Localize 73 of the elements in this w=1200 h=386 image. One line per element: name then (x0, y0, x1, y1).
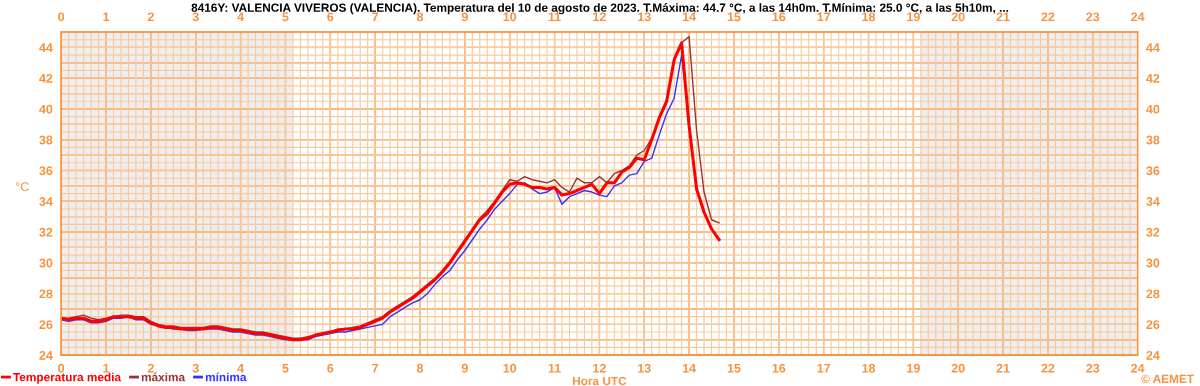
x2-tick-label: 15 (727, 12, 741, 22)
x2-tick-label: 24 (1131, 12, 1145, 22)
x-tick-label: 24 (1131, 363, 1145, 373)
y-tick-label: 30 (39, 258, 53, 268)
x-tick-label: 19 (907, 363, 920, 373)
legend-label: máxima (141, 372, 186, 382)
y2-tick-label: 38 (1146, 135, 1160, 145)
x-tick-label: 2 (147, 363, 154, 373)
x2-tick-label: 23 (1086, 12, 1100, 22)
y-tick-label: 38 (39, 135, 53, 145)
x-tick-label: 20 (951, 363, 965, 373)
x-tick-label: 13 (638, 363, 651, 373)
x-tick-label: 1 (103, 363, 110, 373)
legend-label: Temperatura media (13, 372, 122, 384)
x2-tick-label: 12 (593, 12, 606, 22)
x-tick-label: 4 (237, 363, 245, 373)
y-tick-label: 24 (39, 350, 53, 360)
x2-tick-label: 10 (503, 12, 517, 22)
x-tick-label: 3 (192, 363, 199, 373)
x2-tick-label: 13 (638, 12, 651, 22)
x2-tick-label: 17 (817, 12, 831, 22)
x2-tick-label: 20 (951, 12, 965, 22)
y2-tick-label: 30 (1146, 258, 1160, 268)
legend-label: mínima (205, 372, 247, 382)
x-tick-label: 5 (282, 363, 289, 373)
x2-tick-label: 6 (327, 12, 334, 22)
x-tick-label: 21 (996, 363, 1010, 373)
x-tick-label: 22 (1041, 363, 1055, 373)
y2-tick-label: 28 (1146, 289, 1160, 299)
x-tick-label: 8 (416, 363, 424, 373)
x-tick-label: 6 (327, 363, 334, 373)
y2-tick-label: 40 (1146, 104, 1160, 114)
y-tick-label: 32 (39, 227, 53, 237)
x2-tick-label: 19 (907, 12, 920, 22)
y2-tick-label: 42 (1146, 73, 1160, 83)
y2-tick-label: 36 (1146, 166, 1160, 176)
x-tick-label: 9 (461, 363, 468, 373)
x2-tick-label: 0 (58, 12, 65, 22)
x2-tick-label: 16 (772, 12, 786, 22)
x-tick-label: 11 (548, 363, 561, 373)
y-tick-label: 34 (39, 197, 53, 206)
y-axis-title: °C (16, 182, 29, 192)
y2-tick-label: 26 (1146, 320, 1160, 329)
x2-tick-label: 1 (103, 12, 110, 22)
x2-tick-label: 2 (147, 12, 154, 22)
y-tick-label: 26 (39, 320, 53, 329)
x2-tick-label: 18 (862, 12, 876, 22)
x-tick-label: 14 (682, 363, 696, 373)
text: © AEMET (1141, 374, 1194, 383)
x-tick-label: 23 (1086, 363, 1100, 373)
y2-tick-label: 32 (1146, 227, 1160, 237)
y-tick-label: 44 (39, 43, 53, 52)
y-tick-label: 42 (39, 73, 53, 83)
x-tick-label: 15 (727, 363, 741, 373)
x2-tick-label: 22 (1041, 12, 1055, 22)
x-tick-label: 18 (862, 363, 876, 373)
x-tick-label: 17 (817, 363, 831, 373)
y2-tick-label: 24 (1146, 350, 1160, 360)
x-tick-label: 16 (772, 363, 786, 373)
y-tick-label: 28 (39, 289, 53, 299)
y2-tick-label: 34 (1146, 197, 1160, 206)
x-tick-label: 12 (593, 363, 606, 373)
x2-tick-label: 14 (682, 12, 696, 22)
x-axis-title: Hora UTC (572, 376, 627, 386)
x2-tick-label: 5 (282, 12, 289, 22)
x-tick-label: 0 (58, 363, 65, 373)
x2-tick-label: 21 (996, 12, 1010, 22)
y2-tick-label: 44 (1146, 43, 1160, 52)
x-tick-label: 10 (503, 363, 517, 373)
y-tick-label: 36 (39, 166, 53, 176)
x2-tick-label: 4 (237, 12, 245, 22)
x-tick-label: 7 (372, 363, 379, 373)
y-tick-label: 40 (39, 104, 53, 114)
